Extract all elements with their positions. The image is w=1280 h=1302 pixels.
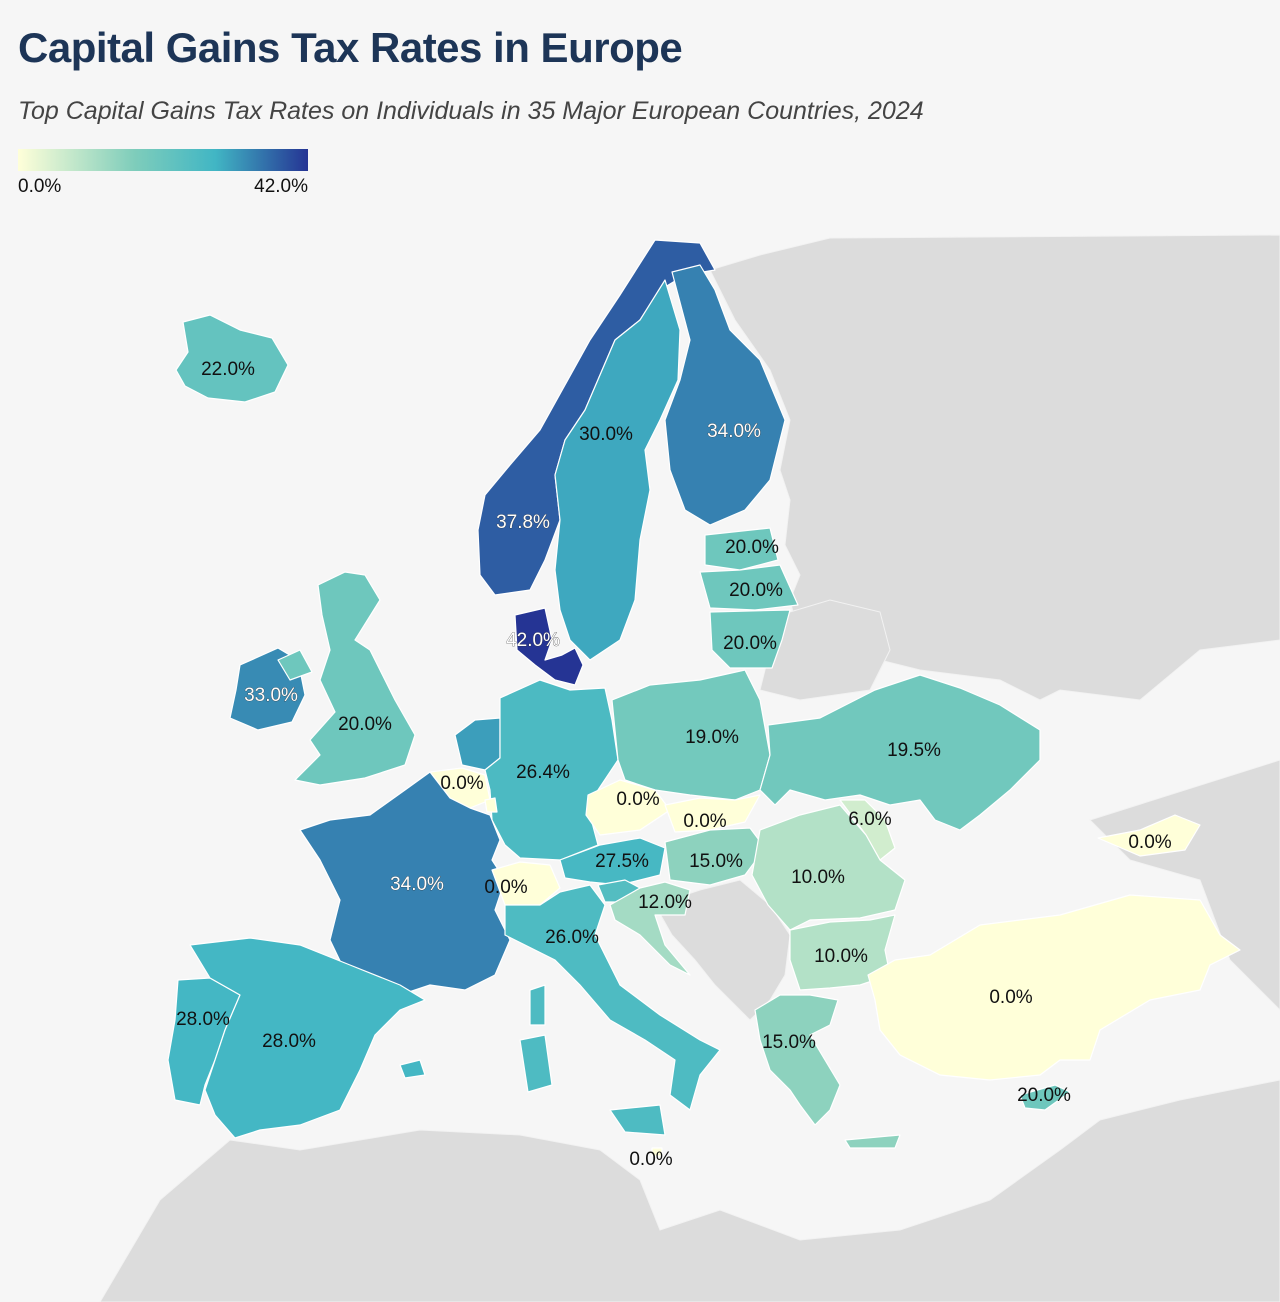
label-united-kingdom: 20.0% <box>338 714 392 735</box>
label-greece: 15.0% <box>762 1032 816 1053</box>
label-turkey: 0.0% <box>989 987 1032 1008</box>
label-belgium: 0.0% <box>440 773 483 794</box>
europe-map: 22.0% 37.8% 30.0% 34.0% 20.0% 20.0% 20.0… <box>99 234 1280 1302</box>
label-malta: 0.0% <box>629 1149 672 1170</box>
label-cyprus: 20.0% <box>1017 1085 1071 1106</box>
label-ireland: 33.0% <box>244 685 298 706</box>
label-austria: 27.5% <box>595 851 649 872</box>
country-croatia[interactable] <box>609 881 691 976</box>
country-lithuania[interactable] <box>709 609 791 669</box>
label-estonia: 20.0% <box>725 537 779 558</box>
label-romania: 10.0% <box>791 867 845 888</box>
country-latvia[interactable] <box>699 564 799 611</box>
country-denmark[interactable] <box>514 607 584 686</box>
label-norway: 37.8% <box>496 512 550 533</box>
balkans-land <box>654 879 791 1021</box>
country-germany[interactable] <box>484 679 619 861</box>
chart-title: Capital Gains Tax Rates in Europe <box>18 24 683 71</box>
label-czech-republic: 0.0% <box>616 789 659 810</box>
country-sweden[interactable] <box>554 279 681 661</box>
label-switzerland: 0.0% <box>484 877 527 898</box>
label-latvia: 20.0% <box>729 580 783 601</box>
value-labels: 22.0% 37.8% 30.0% 34.0% 20.0% 20.0% 20.0… <box>176 359 1172 1170</box>
country-france[interactable] <box>299 771 511 996</box>
label-germany: 26.4% <box>516 762 570 783</box>
label-croatia: 12.0% <box>638 892 692 913</box>
label-slovakia: 0.0% <box>683 811 726 832</box>
label-moldova: 6.0% <box>848 809 891 830</box>
label-finland: 34.0% <box>707 421 761 442</box>
country-estonia[interactable] <box>704 527 779 571</box>
country-austria[interactable] <box>559 837 666 886</box>
country-malta[interactable] <box>651 1147 663 1157</box>
north-africa-land <box>99 1079 1280 1302</box>
country-italy[interactable] <box>504 884 721 1136</box>
countries-layer <box>167 239 1241 1157</box>
country-ukraine[interactable] <box>759 674 1041 831</box>
legend-max-label: 42.0% <box>254 176 308 197</box>
country-czech-republic[interactable] <box>585 779 671 836</box>
label-ukraine: 19.5% <box>887 740 941 761</box>
country-finland[interactable] <box>664 264 786 526</box>
label-poland: 19.0% <box>685 727 739 748</box>
label-lithuania: 20.0% <box>723 633 777 654</box>
label-italy: 26.0% <box>545 927 599 948</box>
country-romania[interactable] <box>751 804 906 931</box>
country-cyprus[interactable] <box>1019 1084 1071 1111</box>
label-denmark: 42.0% <box>506 630 560 651</box>
country-georgia[interactable] <box>1097 814 1201 857</box>
label-france: 34.0% <box>390 874 444 895</box>
legend-min-label: 0.0% <box>18 176 62 197</box>
chart-subtitle: Top Capital Gains Tax Rates on Individua… <box>18 97 924 125</box>
country-spain[interactable] <box>189 937 426 1139</box>
country-united-kingdom[interactable] <box>277 571 416 786</box>
country-turkey[interactable] <box>867 894 1241 1081</box>
country-slovakia[interactable] <box>664 794 761 833</box>
label-iceland: 22.0% <box>201 359 255 380</box>
label-hungary: 15.0% <box>689 851 743 872</box>
label-bulgaria: 10.0% <box>814 946 868 967</box>
label-sweden: 30.0% <box>579 424 633 445</box>
label-portugal: 28.0% <box>176 1009 230 1030</box>
country-luxembourg[interactable] <box>484 797 498 813</box>
country-greece[interactable] <box>754 994 901 1149</box>
country-iceland[interactable] <box>175 314 289 403</box>
label-spain: 28.0% <box>262 1031 316 1052</box>
country-netherlands[interactable] <box>454 717 501 771</box>
color-scale-legend <box>18 149 308 171</box>
label-georgia: 0.0% <box>1128 832 1171 853</box>
